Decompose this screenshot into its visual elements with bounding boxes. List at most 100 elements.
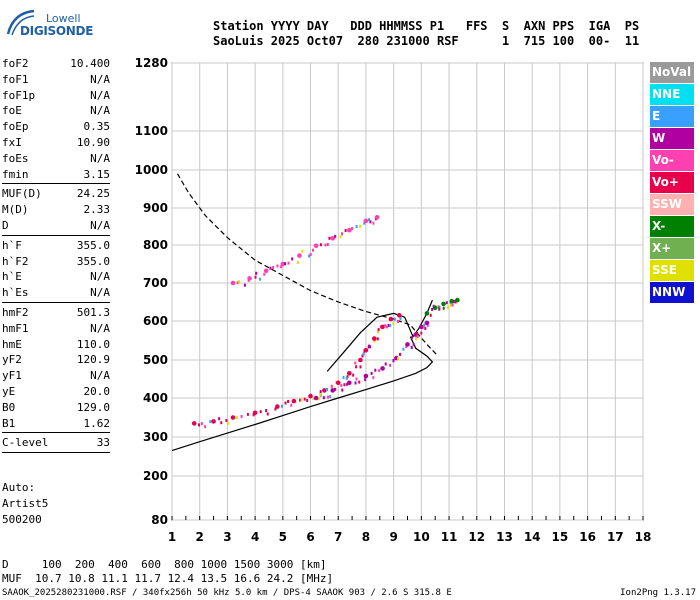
param-row: yF1 N/A [2, 368, 110, 384]
echo-point [432, 305, 438, 311]
param-row: MUF(D) 24.25 [2, 186, 110, 202]
x-tick-label: 5 [279, 530, 287, 544]
echo-point [297, 253, 302, 258]
echo-point [358, 380, 361, 384]
echo-point [441, 301, 446, 307]
echo-point [453, 300, 456, 304]
x-tick-label: 15 [552, 530, 569, 544]
param-name: hmE [2, 337, 22, 351]
param-value: 10.90 [76, 135, 110, 149]
echo-point [328, 236, 331, 240]
param-name: B1 [2, 416, 16, 430]
echo-point [346, 375, 349, 379]
echo-point [355, 225, 358, 228]
echo-point [322, 388, 327, 393]
echo-point [363, 373, 369, 379]
echo-point [392, 359, 395, 363]
echo-point [191, 421, 197, 426]
echo-point [368, 218, 370, 222]
echo-point [266, 412, 269, 416]
echo-point [312, 248, 314, 252]
echo-point [405, 345, 408, 348]
param-value: N/A [90, 286, 110, 300]
param-value: 0.35 [83, 120, 111, 134]
echo-point [347, 227, 352, 233]
logo-brand-top: Lowell [46, 12, 81, 25]
echo-point [424, 311, 430, 316]
param-separator [2, 432, 110, 434]
parameter-panel: foF2 10.400 foF1 N/A foF1p N/A foE N/A foEp 0.35 f… [2, 56, 110, 455]
echo-point [246, 412, 249, 416]
param-name: foF1 [2, 72, 29, 86]
echo-point [445, 301, 448, 305]
param-row: foEs N/A [2, 151, 110, 167]
echo-point [412, 342, 415, 346]
y-tick-label: 900 [143, 201, 168, 215]
y-tick-label: 1100 [135, 124, 168, 138]
x-tick-label: 6 [306, 530, 314, 544]
x-tick-label: 18 [635, 530, 652, 544]
param-row: hmF2 501.3 [2, 305, 110, 321]
y-tick-label: 1000 [135, 163, 168, 177]
echo-point [422, 325, 425, 329]
echo-point [319, 393, 322, 397]
param-row: foF1 N/A [2, 72, 110, 88]
echo-point [334, 234, 337, 238]
x-tick-label: 9 [389, 530, 397, 544]
param-value: 120.9 [76, 353, 110, 367]
echo-point [352, 373, 355, 377]
y-tick-label: 80 [151, 513, 168, 527]
auto-label: Auto: [2, 481, 36, 494]
logo-brand-main: DIGISONDE [20, 24, 94, 38]
param-row: fxI 10.90 [2, 135, 110, 151]
legend: NoVal NNE E W Vo- Vo+ SSW X- X+ SSE NNW [650, 62, 694, 304]
param-name: B0 [2, 400, 16, 414]
y-tick-label: 700 [143, 276, 168, 290]
echo-point [363, 218, 369, 224]
y-tick-label: 800 [143, 238, 168, 252]
echo-point [397, 320, 399, 324]
param-row: yE 20.0 [2, 384, 110, 400]
echo-point [258, 277, 261, 281]
echo-point [420, 331, 423, 335]
param-value: 129.0 [76, 400, 110, 414]
echo-point [308, 254, 311, 258]
echo-point [345, 376, 348, 380]
echo-point [274, 407, 277, 411]
echo-point [442, 306, 445, 310]
param-name: foEp [2, 120, 29, 134]
param-name: yF2 [2, 353, 22, 367]
echo-point [374, 368, 377, 372]
param-value: N/A [90, 270, 110, 284]
echo-point [455, 297, 460, 303]
echo-point [376, 337, 379, 341]
x-tick-label: 16 [579, 530, 596, 544]
echo-point [377, 328, 380, 332]
param-row: D N/A [2, 218, 110, 234]
echo-point [372, 336, 377, 341]
param-name: fxI [2, 135, 22, 149]
echo-point [369, 220, 372, 224]
echo-point [306, 399, 309, 402]
echo-point [426, 323, 429, 327]
echo-point [327, 395, 329, 399]
x-tick-label: 12 [468, 530, 485, 544]
echo-point [355, 365, 358, 369]
param-value: N/A [90, 218, 110, 232]
echo-point [290, 403, 293, 407]
echo-point [362, 352, 365, 356]
echo-point [291, 398, 297, 404]
x-tick-label: 17 [607, 530, 624, 544]
echo-point [330, 236, 336, 241]
echo-point [300, 398, 303, 402]
echo-point [211, 419, 216, 424]
echo-point [235, 416, 238, 420]
echo-point [227, 421, 230, 425]
echo-point [313, 395, 319, 401]
param-value: N/A [90, 88, 110, 102]
echo-point [200, 422, 203, 426]
echo-point [259, 410, 262, 414]
echo-point [284, 262, 287, 266]
param-name: h`F2 [2, 254, 29, 268]
echo-point [438, 307, 441, 311]
